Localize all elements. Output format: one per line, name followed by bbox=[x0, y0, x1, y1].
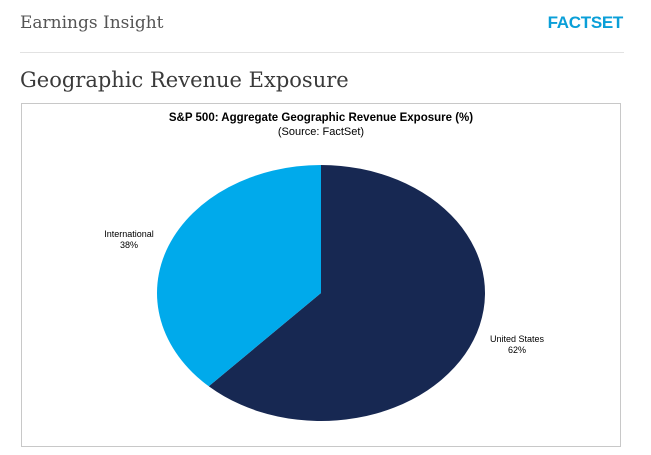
page-header: Earnings Insight FACTSET bbox=[0, 0, 651, 52]
pie-slices bbox=[157, 165, 486, 421]
chart-subtitle: (Source: FactSet) bbox=[278, 126, 364, 138]
app-title: Earnings Insight bbox=[20, 13, 164, 33]
factset-logo[interactable]: FACTSET bbox=[547, 13, 624, 32]
pie-slice-international bbox=[157, 165, 321, 387]
pie-slice-united-states bbox=[208, 165, 486, 421]
slice-value-label: 62% bbox=[508, 345, 526, 355]
slice-name-label: United States bbox=[490, 334, 545, 344]
header-divider bbox=[20, 52, 624, 53]
section-title: Geographic Revenue Exposure bbox=[20, 68, 349, 92]
slice-name-label: International bbox=[104, 229, 154, 239]
chart-title: S&P 500: Aggregate Geographic Revenue Ex… bbox=[169, 112, 473, 124]
slice-value-label: 38% bbox=[120, 240, 138, 250]
chart-frame: S&P 500: Aggregate Geographic Revenue Ex… bbox=[21, 103, 621, 447]
pie-chart: S&P 500: Aggregate Geographic Revenue Ex… bbox=[104, 112, 545, 421]
